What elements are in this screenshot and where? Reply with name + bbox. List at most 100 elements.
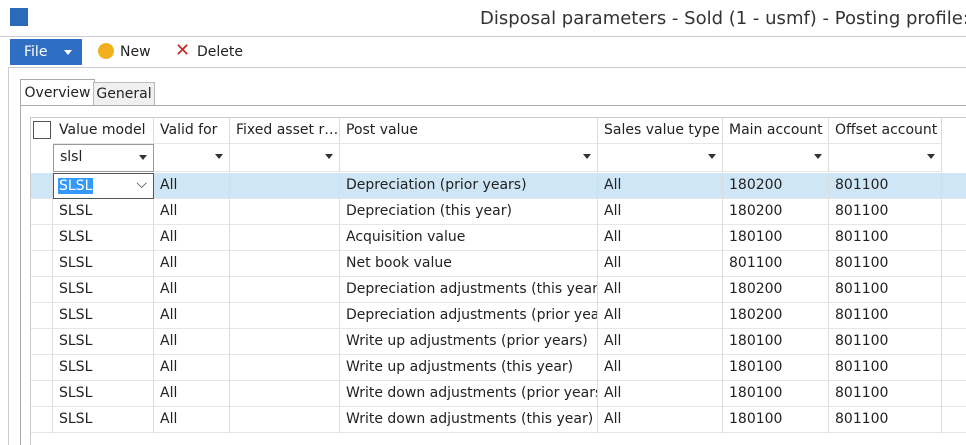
grid-cell[interactable]: 180100 [723,355,829,381]
grid-cell[interactable]: 180100 [723,407,829,433]
column-header[interactable]: Sales value type [598,118,723,144]
empty-cell[interactable] [230,303,340,329]
grid-cell[interactable]: 801100 [723,251,829,277]
row-filler [942,173,966,199]
grid-cell[interactable]: All [598,381,723,407]
grid-cell[interactable]: Write down adjustments (prior years) [340,381,598,407]
grid-cell[interactable]: 801100 [829,329,942,355]
grid-cell[interactable]: All [598,277,723,303]
grid-cell[interactable]: 801100 [829,407,942,433]
empty-cell[interactable] [230,199,340,225]
row-filler [942,407,966,433]
column-header[interactable]: Value model [53,118,154,144]
empty-cell[interactable] [230,381,340,407]
delete-button[interactable]: Delete [197,44,243,60]
grid-cell[interactable]: 180100 [723,225,829,251]
filter-cell[interactable] [598,144,723,172]
column-header[interactable]: Offset account [829,118,942,144]
title-bar: Disposal parameters - Sold (1 - usmf) - … [0,0,966,37]
grid-cell[interactable]: SLSL [53,355,154,381]
row-filler [942,277,966,303]
grid-cell[interactable]: All [154,199,230,225]
grid-cell[interactable]: All [154,381,230,407]
grid-cell[interactable]: SLSL [53,381,154,407]
grid-cell[interactable]: All [154,303,230,329]
grid-cell[interactable]: All [154,407,230,433]
grid-cell[interactable]: Write up adjustments (prior years) [340,329,598,355]
grid-cell[interactable]: 801100 [829,225,942,251]
grid-cell[interactable]: All [598,199,723,225]
grid-cell[interactable]: All [598,251,723,277]
grid-cell[interactable]: 801100 [829,303,942,329]
column-header[interactable]: Valid for [154,118,230,144]
grid-cell[interactable]: SLSL [53,199,154,225]
grid-cell[interactable]: All [598,225,723,251]
filter-cell[interactable]: slsl [53,144,154,172]
grid-cell[interactable]: SLSL [53,329,154,355]
tab-page [20,105,966,445]
empty-cell[interactable] [230,355,340,381]
empty-cell[interactable] [230,173,340,199]
new-button[interactable]: New [120,44,151,60]
grid-cell[interactable]: Write up adjustments (this year) [340,355,598,381]
grid-cell[interactable]: Depreciation (this year) [340,199,598,225]
grid-cell[interactable]: Depreciation adjustments (this year) [340,277,598,303]
grid-cell[interactable]: All [154,277,230,303]
empty-cell[interactable] [230,225,340,251]
empty-cell[interactable] [230,329,340,355]
select-all-checkbox[interactable] [33,121,51,139]
grid-cell[interactable]: SLSL [53,407,154,433]
column-header[interactable]: Main account [723,118,829,144]
grid-cell[interactable]: All [598,173,723,199]
grid-cell[interactable]: All [154,355,230,381]
grid-cell[interactable]: 180100 [723,381,829,407]
row-filler [942,199,966,225]
tab-general[interactable]: General [93,82,155,106]
tab-overview[interactable]: Overview [20,79,95,106]
grid-cell[interactable]: Depreciation adjustments (prior year… [340,303,598,329]
empty-cell[interactable] [230,277,340,303]
grid-cell[interactable]: All [154,225,230,251]
grid-cell[interactable]: 801100 [829,355,942,381]
grid-cell[interactable]: Acquisition value [340,225,598,251]
column-header[interactable]: Post value [340,118,598,144]
grid-cell[interactable]: All [598,329,723,355]
grid-cell[interactable]: SLSL [53,277,154,303]
grid-cell[interactable]: SLSL [53,225,154,251]
grid-cell[interactable]: 801100 [829,251,942,277]
grid-cell[interactable]: 180200 [723,199,829,225]
grid-cell[interactable]: 180200 [723,173,829,199]
filter-cell[interactable] [723,144,829,172]
grid-cell[interactable]: 801100 [829,173,942,199]
grid-cell[interactable]: SLSL [53,303,154,329]
grid-cell[interactable]: Net book value [340,251,598,277]
grid-cell[interactable]: 180200 [723,277,829,303]
content-frame [8,67,966,445]
empty-cell[interactable] [230,251,340,277]
grid-cell[interactable]: Depreciation (prior years) [340,173,598,199]
grid-cell[interactable]: All [598,355,723,381]
grid-cell[interactable]: SLSL ⌵ [53,173,154,199]
grid-cell[interactable]: All [154,251,230,277]
grid-cell[interactable]: 801100 [829,199,942,225]
grid-cell[interactable]: 801100 [829,277,942,303]
row-filler [942,355,966,381]
grid-cell[interactable]: 801100 [829,381,942,407]
filter-cell[interactable] [154,144,230,172]
filter-cell[interactable] [230,144,340,172]
row-filler [942,303,966,329]
empty-cell[interactable] [230,407,340,433]
file-menu[interactable]: File [10,39,82,65]
grid-cell[interactable]: 180100 [723,329,829,355]
grid-cell[interactable]: All [154,173,230,199]
column-header[interactable]: Fixed asset r… [230,118,340,144]
grid-cell[interactable]: All [154,329,230,355]
filter-cell[interactable] [340,144,598,172]
grid-cell[interactable]: Write down adjustments (this year) [340,407,598,433]
grid-cell[interactable]: 180200 [723,303,829,329]
filter-cell[interactable] [829,144,942,172]
grid-cell[interactable]: All [598,303,723,329]
grid-cell[interactable]: All [598,407,723,433]
grid-cell[interactable]: SLSL [53,251,154,277]
row-gutter [31,355,53,381]
